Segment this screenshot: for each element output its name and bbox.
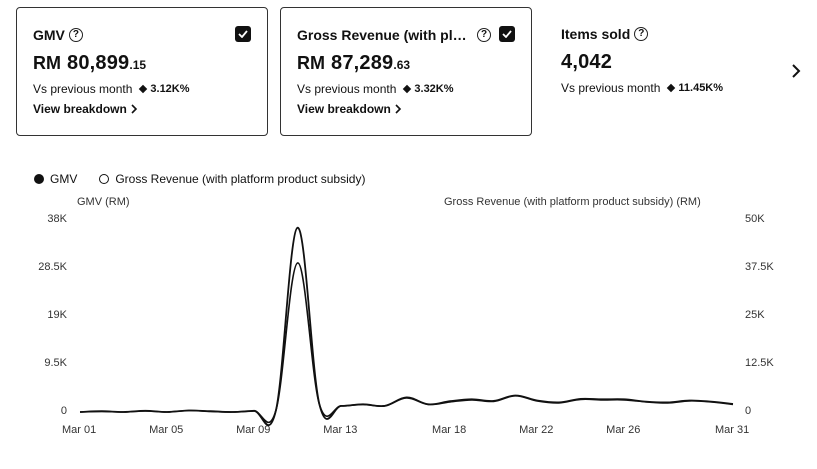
- gmv-card: GMV ? RM 80,899 .15 Vs previous month 3.…: [16, 7, 268, 136]
- filled-dot-icon: [34, 174, 44, 184]
- gross-revenue-compare-label: Vs previous month: [297, 82, 397, 96]
- x-axis-tick: Mar 31: [715, 424, 750, 436]
- right-axis-title: Gross Revenue (with platform product sub…: [444, 196, 701, 208]
- gross-revenue-compare-pct: 3.32K%: [414, 83, 454, 95]
- items-sold-compare-change: 11.45K%: [667, 82, 724, 94]
- left-axis-tick: 0: [60, 405, 67, 417]
- items-sold-compare-label: Vs previous month: [561, 81, 661, 95]
- gross-revenue-compare-change: 3.32K%: [403, 83, 454, 95]
- left-axis-tick: 28.5K: [38, 261, 67, 273]
- gmv-currency: RM: [33, 53, 61, 73]
- chevron-right-icon[interactable]: [788, 62, 804, 80]
- left-axis-title: GMV (RM): [77, 196, 130, 208]
- legend-item-gross-revenue[interactable]: Gross Revenue (with platform product sub…: [99, 172, 365, 186]
- help-icon[interactable]: ?: [68, 28, 83, 42]
- gross-revenue-currency: RM: [297, 53, 325, 73]
- gross-revenue-view-breakdown-label: View breakdown: [297, 102, 391, 116]
- legend-gross-revenue-label: Gross Revenue (with platform product sub…: [115, 172, 366, 186]
- gross-revenue-cents: .63: [393, 58, 411, 72]
- right-axis-tick: 0: [745, 405, 752, 417]
- gross-revenue-value: 87,289: [331, 52, 394, 74]
- right-axis-tick: 12.5K: [745, 357, 774, 369]
- gmv-value: 80,899: [67, 52, 130, 74]
- gmv-series-line: [79, 262, 734, 424]
- gmv-cents: .15: [129, 58, 147, 72]
- gmv-view-breakdown-label: View breakdown: [33, 102, 127, 116]
- items-sold-compare-pct: 11.45K%: [678, 82, 724, 94]
- x-axis-tick: Mar 18: [432, 424, 467, 436]
- right-axis-tick: 25K: [745, 309, 765, 321]
- legend-item-gmv[interactable]: GMV: [34, 172, 77, 186]
- right-axis-tick: 50K: [745, 213, 765, 225]
- hollow-dot-icon: [99, 174, 110, 184]
- help-icon[interactable]: ?: [634, 27, 649, 41]
- checkbox-checked-icon[interactable]: [499, 26, 515, 42]
- right-axis-tick: 37.5K: [745, 261, 774, 273]
- gross-revenue-view-breakdown-link[interactable]: View breakdown: [297, 102, 402, 116]
- chevron-right-icon: [395, 104, 401, 114]
- left-axis-tick: 19K: [47, 309, 67, 321]
- x-axis-tick: Mar 01: [62, 424, 97, 436]
- x-axis-tick: Mar 05: [149, 424, 184, 436]
- legend-gmv-label: GMV: [50, 172, 78, 186]
- gmv-compare-label: Vs previous month: [33, 82, 133, 96]
- left-axis-tick: 9.5K: [44, 357, 67, 369]
- x-axis-tick: Mar 09: [236, 424, 271, 436]
- left-axis-tick: 38K: [47, 213, 67, 225]
- x-axis-tick: Mar 26: [606, 424, 641, 436]
- x-axis-tick: Mar 22: [519, 424, 554, 436]
- chart-legend: GMV Gross Revenue (with platform product…: [34, 172, 387, 186]
- gross-revenue-card: Gross Revenue (with plat… ? RM 87,289 .6…: [280, 7, 532, 136]
- chevron-right-icon: [131, 104, 137, 114]
- gmv-compare-pct: 3.12K%: [150, 83, 190, 95]
- gmv-compare-change: 3.12K%: [139, 83, 190, 95]
- x-axis-tick: Mar 13: [323, 424, 358, 436]
- checkbox-checked-icon[interactable]: [235, 26, 251, 42]
- items-sold-value: 4,042: [561, 51, 613, 73]
- gmv-view-breakdown-link[interactable]: View breakdown: [33, 102, 138, 116]
- gross-revenue-series-line: [79, 226, 734, 427]
- help-icon[interactable]: ?: [477, 28, 491, 42]
- items-sold-card[interactable]: Items sold ? 4,042 Vs previous month 11.…: [545, 7, 765, 136]
